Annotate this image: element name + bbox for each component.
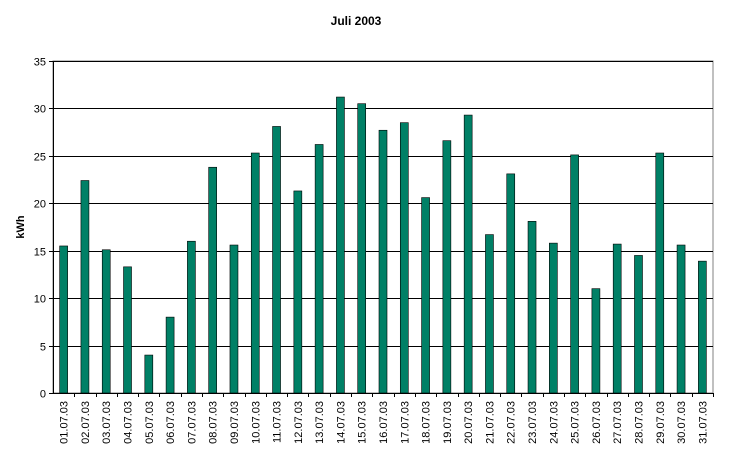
- x-tick-label: 10.07.03: [250, 401, 262, 444]
- x-tick-label: 17.07.03: [399, 401, 411, 444]
- y-tick-label: 15: [34, 247, 46, 259]
- bar: [612, 243, 622, 394]
- x-tick-label: 01.07.03: [59, 401, 71, 444]
- bar: [229, 244, 239, 394]
- y-tick-label: 30: [34, 104, 46, 116]
- bar: [293, 190, 303, 394]
- y-tick-label: 35: [34, 57, 46, 69]
- x-tick-label: 05.07.03: [144, 401, 156, 444]
- y-axis-label: kWh: [15, 215, 27, 239]
- x-tick-label: 13.07.03: [314, 401, 326, 444]
- bar: [208, 166, 217, 394]
- x-tick-label: 22.07.03: [506, 401, 518, 444]
- x-tick-label: 21.07.03: [484, 401, 496, 444]
- y-tick-label: 0: [40, 389, 46, 401]
- x-tick-label: 26.07.03: [591, 401, 603, 444]
- bar: [655, 152, 665, 394]
- x-tick-label: 24.07.03: [548, 401, 560, 444]
- x-tick-label: 30.07.03: [676, 401, 688, 444]
- bar: [123, 266, 132, 394]
- bar: [527, 221, 537, 394]
- bar: [698, 260, 707, 394]
- chart-title: Juli 2003: [331, 14, 382, 28]
- x-tick-label: 08.07.03: [208, 401, 220, 444]
- bar: [59, 245, 68, 394]
- bar: [272, 126, 281, 394]
- x-tick-label: 31.07.03: [697, 401, 709, 444]
- x-tick-label: 06.07.03: [165, 401, 177, 444]
- bar: [399, 122, 409, 394]
- bar: [378, 129, 388, 394]
- x-tick-label: 16.07.03: [378, 401, 390, 444]
- bar: [676, 244, 686, 394]
- x-tick-label: 28.07.03: [633, 401, 645, 444]
- bar: [463, 114, 473, 394]
- bar: [442, 140, 452, 394]
- bar: [250, 152, 260, 394]
- x-tick-label: 27.07.03: [612, 401, 624, 444]
- x-tick-label: 02.07.03: [80, 401, 92, 444]
- x-tick-label: 14.07.03: [335, 401, 347, 444]
- bar: [570, 154, 579, 394]
- bar: [314, 144, 324, 394]
- y-tick-label: 25: [34, 152, 46, 164]
- bar: [485, 234, 494, 394]
- x-tick-label: 15.07.03: [357, 401, 369, 444]
- bar: [80, 180, 90, 394]
- plot-area: 0 5 10 15 20 25 30 35 01.07.03 02.07.03 03.07.03 04…: [34, 57, 714, 444]
- bar: [634, 255, 643, 394]
- x-tick-label: 11.07.03: [272, 401, 284, 443]
- bar: [336, 96, 345, 394]
- y-tick-label: 10: [34, 294, 46, 306]
- bar: [165, 316, 175, 394]
- x-tick-label: 18.07.03: [421, 401, 433, 444]
- bar: [357, 103, 367, 394]
- bar: [549, 242, 558, 394]
- x-tick-label: 23.07.03: [527, 401, 539, 444]
- x-tick-label: 09.07.03: [229, 401, 241, 444]
- bar: [187, 240, 196, 394]
- x-tick-label: 07.07.03: [186, 401, 198, 444]
- x-tick-label: 04.07.03: [123, 401, 135, 444]
- y-tick-label: 20: [34, 199, 46, 211]
- x-tick-label: 20.07.03: [463, 401, 475, 444]
- bar: [591, 288, 601, 394]
- bar: [421, 197, 430, 394]
- x-tick-label: 03.07.03: [101, 401, 113, 444]
- x-tick-label: 12.07.03: [293, 401, 305, 444]
- x-tick-label: 29.07.03: [655, 401, 667, 444]
- x-tick-label: 19.07.03: [442, 401, 454, 444]
- x-tick-label: 25.07.03: [570, 401, 582, 444]
- bar: [101, 249, 111, 394]
- bar: [506, 173, 516, 394]
- y-tick-label: 5: [40, 342, 46, 354]
- bar: [144, 354, 154, 394]
